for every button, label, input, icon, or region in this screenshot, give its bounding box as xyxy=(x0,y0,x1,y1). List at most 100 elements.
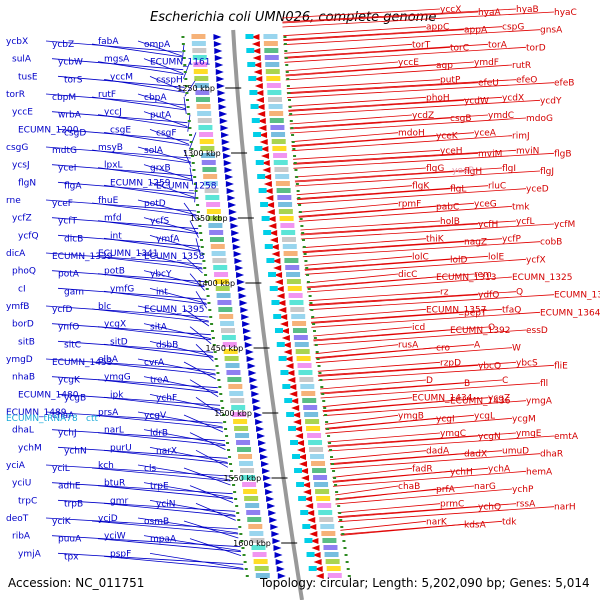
feature-block xyxy=(291,314,305,319)
gene-label-left: potB xyxy=(104,267,125,277)
green-dash xyxy=(187,113,190,115)
gene-label-left: mgsA xyxy=(104,55,130,65)
feature-block xyxy=(307,433,321,438)
gene-label-left: deoT xyxy=(6,514,29,524)
gene-label-right: dadX xyxy=(464,450,487,460)
feature-block xyxy=(312,468,326,473)
green-dash xyxy=(217,379,220,381)
gene-label-right: hyaB xyxy=(516,5,539,15)
forward-gene-arrow xyxy=(252,398,260,404)
feature-block xyxy=(317,503,331,508)
gene-label-right: tmk xyxy=(512,202,530,212)
green-dash xyxy=(311,316,314,318)
gene-label-right: pabC xyxy=(436,202,459,212)
forward-gene-arrow xyxy=(228,202,236,208)
green-dash xyxy=(206,288,209,290)
feature-block xyxy=(274,160,288,165)
gene-label-right: ECUMN_1364 xyxy=(540,308,600,318)
green-dash xyxy=(195,197,198,199)
gene-label-left: ychN xyxy=(64,446,87,456)
position-tick: 1550 kbp xyxy=(224,474,288,483)
gene-label-right: ychP xyxy=(512,485,534,495)
connector-line-right xyxy=(285,62,398,71)
feature-block xyxy=(218,307,232,312)
gene-label-right: yceA xyxy=(474,129,497,139)
green-dash xyxy=(289,106,292,108)
forward-gene-arrow xyxy=(261,461,269,467)
gene-label-right: essD xyxy=(526,326,548,336)
feature-block xyxy=(226,363,240,368)
gene-label-right: fll xyxy=(540,379,548,389)
connector-line-left xyxy=(46,518,238,529)
gene-label-right: ybcQ xyxy=(478,361,501,371)
gene-label-left: sitB xyxy=(18,337,35,347)
feature-block xyxy=(256,160,264,165)
gene-label-right: hyaA xyxy=(478,8,502,18)
feature-block xyxy=(248,524,262,529)
gene-label-right: rutR xyxy=(512,61,531,71)
feature-block xyxy=(285,265,299,270)
forward-gene-arrow xyxy=(225,174,233,180)
gene-label-left: ymgD xyxy=(6,355,33,365)
feature-block xyxy=(240,468,254,473)
gene-label-left: yciK xyxy=(52,517,72,527)
green-dash xyxy=(312,323,315,325)
gene-label-left: yceF xyxy=(52,199,73,209)
green-dash xyxy=(305,267,308,269)
gene-label-right: prmC xyxy=(440,500,464,510)
green-dash xyxy=(187,106,190,108)
gene-label-right: mdoG xyxy=(526,114,553,124)
forward-gene-arrow xyxy=(219,111,227,117)
forward-gene-arrow xyxy=(215,55,223,61)
forward-gene-arrow xyxy=(253,405,261,411)
gene-label-right: fadR xyxy=(412,464,433,474)
feature-block xyxy=(226,370,240,375)
reverse-gene-arrow xyxy=(261,153,269,159)
green-dash xyxy=(233,491,236,493)
green-dash xyxy=(295,176,298,178)
gene-label-right: narH xyxy=(554,503,576,513)
feature-block xyxy=(268,97,282,102)
green-dash xyxy=(232,484,235,486)
green-dash xyxy=(297,197,300,199)
gene-label-right: rem xyxy=(474,270,492,280)
connector-line-right xyxy=(287,80,440,89)
gene-label-left: csgF xyxy=(156,128,177,138)
green-dash xyxy=(309,302,312,304)
green-dash xyxy=(337,505,340,507)
green-dash xyxy=(298,204,301,206)
faint-gene-label: yeaR xyxy=(452,166,475,176)
gene-label-right: lolC xyxy=(412,252,429,262)
gene-label-left: ycjD xyxy=(98,514,118,524)
reverse-gene-arrow xyxy=(260,139,268,145)
feature-block xyxy=(289,300,303,305)
feature-block xyxy=(321,531,335,536)
feature-block xyxy=(307,552,315,557)
feature-block xyxy=(286,412,294,417)
feature-block xyxy=(220,321,234,326)
feature-block xyxy=(229,391,243,396)
gene-label-right: ycdY xyxy=(540,96,562,106)
gene-label-right: rpmF xyxy=(398,199,421,209)
feature-block xyxy=(255,566,269,571)
feature-block xyxy=(234,426,248,431)
green-dash xyxy=(287,92,290,94)
gene-label-left: ECUMN_1161 xyxy=(150,58,210,68)
green-dash xyxy=(293,155,296,157)
gene-label-right: yceG xyxy=(474,199,497,209)
position-tick: 1500 kbp xyxy=(214,409,278,418)
green-dash xyxy=(319,379,322,381)
green-dash xyxy=(216,372,219,374)
forward-gene-arrow xyxy=(243,328,251,334)
gene-label-right: O xyxy=(488,323,495,333)
gene-label-right: ymdC xyxy=(488,111,514,121)
feature-block xyxy=(253,552,267,557)
forward-gene-arrow xyxy=(264,482,272,488)
feature-block xyxy=(197,104,211,109)
forward-gene-arrow xyxy=(220,118,228,124)
gene-label-right: flgG xyxy=(426,164,444,174)
feature-block xyxy=(270,118,284,123)
forward-gene-arrow xyxy=(251,391,259,397)
connector-line-left xyxy=(58,500,235,511)
feature-block xyxy=(213,265,227,270)
